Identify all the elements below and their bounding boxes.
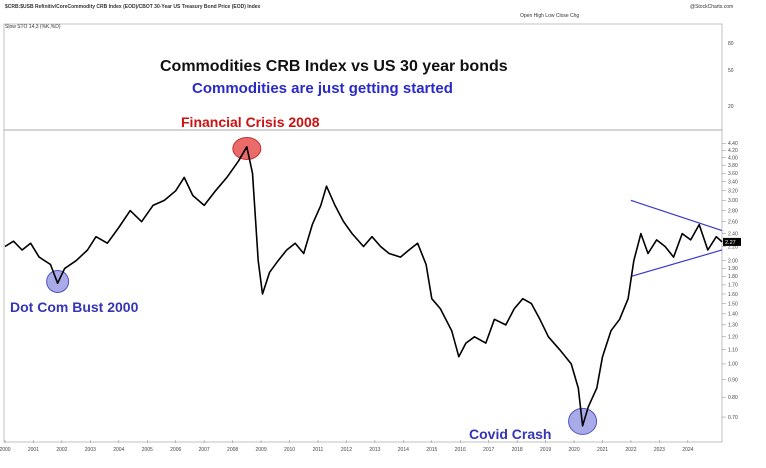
y-tick-label: 4.20 xyxy=(728,148,738,154)
y-tick-label: 1.40 xyxy=(728,312,738,318)
x-tick-label: 2021 xyxy=(597,447,608,453)
x-tick-label: 2006 xyxy=(170,447,181,453)
x-tick-label: 2019 xyxy=(540,447,551,453)
y-tick-label: 0.70 xyxy=(728,415,738,421)
y-axis: 4.404.204.00 3.80 3.60 3.40 3.20 3.00 2.80 2.60… xyxy=(722,141,738,421)
y-tick-label: 1.50 xyxy=(728,301,738,307)
triangle-trendlines xyxy=(630,199,723,278)
x-tick-label: 2012 xyxy=(341,447,352,453)
x-tick-label: 2001 xyxy=(28,447,39,453)
y-tick-label: 3.20 xyxy=(728,189,738,195)
last-value-text: 2.27 xyxy=(725,240,736,246)
upper-trendline xyxy=(630,199,723,232)
y-tick-label: 3.80 xyxy=(728,163,738,169)
chart-title: Commodities CRB Index vs US 30 year bond… xyxy=(160,58,508,75)
x-tick-label: 2009 xyxy=(256,447,267,453)
y-tick-label: 2.00 xyxy=(728,259,738,265)
lower-trendline xyxy=(630,249,723,278)
y-tick-label: 1.20 xyxy=(728,335,738,341)
x-tick-label: 2018 xyxy=(512,447,523,453)
x-tick-label: 2011 xyxy=(313,447,324,453)
x-tick-label: 2016 xyxy=(455,447,466,453)
y-tick-label: 4.40 xyxy=(728,141,738,147)
x-tick-label: 2022 xyxy=(625,447,636,453)
main-panel-frame xyxy=(3,129,723,443)
x-tick-label: 2014 xyxy=(398,447,409,453)
x-tick-label: 2002 xyxy=(56,447,67,453)
annotation-dot-com-bust: Dot Com Bust 2000 xyxy=(10,299,139,315)
y-tick-label: 4.00 xyxy=(728,155,738,161)
x-tick-label: 2013 xyxy=(369,447,380,453)
upper-y-tick-label: 50 xyxy=(728,68,734,74)
y-tick-label: 1.10 xyxy=(728,348,738,354)
ratio-series-line xyxy=(4,146,723,427)
symbol-header: $CRB:$USB Refinitiv/CoreCommodity CRB In… xyxy=(5,4,261,10)
x-tick-label: 2010 xyxy=(284,447,295,453)
x-tick-label: 2015 xyxy=(426,447,437,453)
y-tick-label: 3.40 xyxy=(728,180,738,186)
x-tick-label: 2023 xyxy=(654,447,665,453)
ohlc-header: Open High Low Close Chg xyxy=(520,13,580,19)
x-tick-label: 2024 xyxy=(682,447,693,453)
x-tick-label: 2017 xyxy=(483,447,494,453)
chart-subtitle: Commodities are just getting started xyxy=(192,80,453,97)
y-tick-label: 1.60 xyxy=(728,292,738,298)
indicator-header: Slow STO 14,3 (%K,%D) xyxy=(5,24,61,30)
y-tick-label: 2.20 xyxy=(728,244,738,250)
x-tick-label: 2005 xyxy=(142,447,153,453)
y-tick-label: 2.60 xyxy=(728,219,738,225)
x-tick-label: 2020 xyxy=(568,447,579,453)
y-tick-label: 0.80 xyxy=(728,395,738,401)
x-tick-label: 2007 xyxy=(199,447,210,453)
annotation-covid-crash: Covid Crash xyxy=(469,426,552,442)
upper-y-tick-label: 80 xyxy=(728,41,734,47)
y-tick-label: 1.00 xyxy=(728,362,738,368)
y-tick-label: 1.80 xyxy=(728,274,738,280)
x-axis: 2000 2001 2002 2003 2004 2005 2006 2007 2008 2009… xyxy=(0,440,694,453)
y-tick-label: 1.90 xyxy=(728,266,738,272)
source-header: @StockCharts.com xyxy=(690,4,734,10)
y-tick-label: 2.40 xyxy=(728,231,738,237)
last-value-label: 2.27 xyxy=(723,237,741,246)
y-tick-label: 2.80 xyxy=(728,208,738,214)
y-tick-label: 3.00 xyxy=(728,198,738,204)
y-tick-label: 0.90 xyxy=(728,377,738,383)
upper-y-axis: 80 50 20 xyxy=(728,41,734,110)
x-tick-label: 2004 xyxy=(113,447,124,453)
y-tick-label: 1.30 xyxy=(728,323,738,329)
x-tick-label: 2008 xyxy=(227,447,238,453)
x-tick-label: 2000 xyxy=(0,447,11,453)
upper-y-tick-label: 20 xyxy=(728,104,734,110)
x-tick-label: 2003 xyxy=(85,447,96,453)
y-tick-label: 1.70 xyxy=(728,283,738,289)
y-tick-label: 3.60 xyxy=(728,171,738,177)
annotation-financial-crisis: Financial Crisis 2008 xyxy=(181,114,320,130)
last-value-box xyxy=(723,237,741,246)
